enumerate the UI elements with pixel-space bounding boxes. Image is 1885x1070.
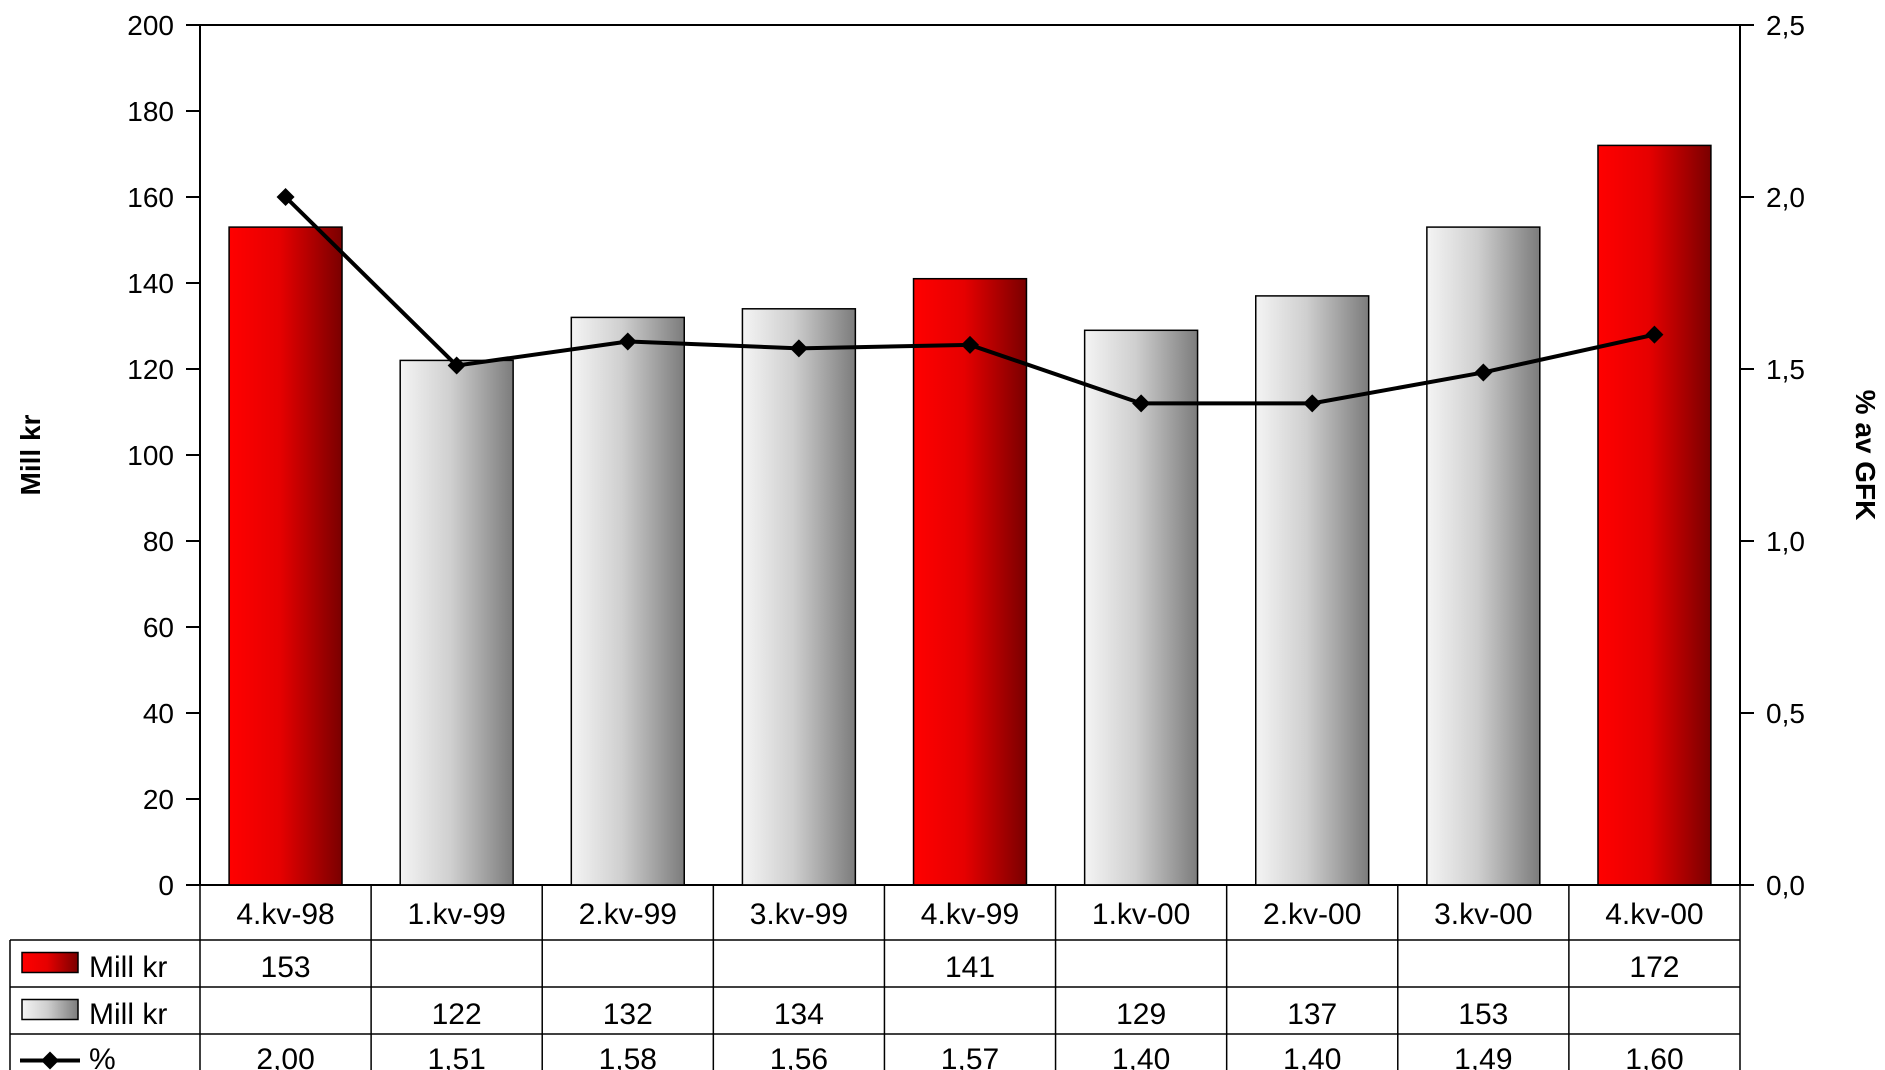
left-tick-label-8: 160: [127, 182, 174, 213]
bar-gray-6: [1255, 295, 1370, 886]
category-label-2: 2.kv-99: [579, 898, 677, 931]
table-value-2-8: 1,60: [1625, 1043, 1683, 1070]
right-tick-label-2: 1,0: [1766, 526, 1805, 557]
table-value-2-2: 1,58: [599, 1043, 657, 1070]
bar-gray-2: [570, 316, 685, 886]
left-tick-label-9: 180: [127, 96, 174, 127]
category-label-0: 4.kv-98: [236, 898, 334, 931]
left-tick-label-2: 40: [143, 698, 174, 729]
category-label-1: 1.kv-99: [407, 898, 505, 931]
category-label-7: 3.kv-00: [1434, 898, 1532, 931]
table-value-2-0: 2,00: [256, 1043, 314, 1070]
category-label-3: 3.kv-99: [750, 898, 848, 931]
percent-point-5: [1132, 394, 1151, 413]
right-tick-label-1: 0,5: [1766, 698, 1805, 729]
left-tick-label-1: 20: [143, 784, 174, 815]
left-tick-label-3: 60: [143, 612, 174, 643]
legend-swatch-0: [21, 951, 79, 974]
percent-point-8: [1645, 325, 1664, 344]
left-tick-label-0: 0: [158, 870, 174, 901]
y2-axis-title: % av GFK: [1850, 390, 1881, 521]
table-value-2-5: 1,40: [1112, 1043, 1170, 1070]
right-tick-label-3: 1,5: [1766, 354, 1805, 385]
left-tick-label-10: 200: [127, 10, 174, 41]
bar-red-0: [228, 226, 343, 886]
y-axis-title: Mill kr: [15, 414, 46, 495]
right-axis: 0,0 0,5 1,0 1,5 2,0 2,5: [1740, 10, 1805, 901]
legend-label-1: Mill kr: [89, 998, 167, 1031]
right-tick-label-5: 2,5: [1766, 10, 1805, 41]
percent-point-1: [447, 356, 466, 375]
bar-gray-3: [741, 308, 857, 886]
percent-point-2: [618, 332, 637, 351]
left-tick-label-7: 140: [127, 268, 174, 299]
percent-point-6: [1303, 394, 1322, 413]
left-axis: 0 20 40 60 80 100 120 140 160 180 200: [127, 10, 200, 901]
bar-gray-1: [399, 359, 514, 886]
category-label-8: 4.kv-00: [1605, 898, 1703, 931]
legend-swatch-1: [21, 998, 79, 1021]
left-tick-label-6: 120: [127, 354, 174, 385]
table-value-0-4: 141: [945, 951, 995, 984]
table-value-2-6: 1,40: [1283, 1043, 1341, 1070]
category-label-5: 1.kv-00: [1092, 898, 1190, 931]
percent-point-7: [1474, 363, 1493, 382]
percent-point-4: [961, 335, 979, 354]
percent-line-layer: [276, 188, 1664, 413]
table-value-1-5: 129: [1116, 998, 1166, 1031]
table-value-0-0: 153: [261, 951, 311, 984]
right-tick-label-4: 2,0: [1766, 182, 1805, 213]
bar-red-4: [912, 277, 1028, 886]
table-value-2-3: 1,56: [770, 1043, 828, 1070]
bars-layer: [228, 144, 1712, 886]
legend-label-2: %: [89, 1043, 116, 1070]
legend-label-0: Mill kr: [89, 951, 167, 984]
data-table: 4.kv-98 1.kv-99 2.kv-99 3.kv-99 4.kv-99 1.kv-…: [9, 884, 1741, 1070]
table-value-1-1: 122: [432, 998, 482, 1031]
table-value-1-6: 137: [1287, 998, 1337, 1031]
table-value-1-2: 132: [603, 998, 653, 1031]
table-value-1-7: 153: [1458, 998, 1508, 1031]
category-label-4: 4.kv-99: [921, 898, 1019, 931]
table-value-2-7: 1,49: [1454, 1043, 1512, 1070]
percent-point-3: [789, 339, 808, 358]
table-value-2-4: 1,57: [941, 1043, 999, 1070]
bar-gray-5: [1083, 329, 1199, 886]
left-tick-label-4: 80: [143, 526, 174, 557]
bar-gray-7: [1426, 226, 1541, 886]
legend-line-marker: [41, 1051, 59, 1070]
left-tick-label-5: 100: [127, 440, 174, 471]
category-label-6: 2.kv-00: [1263, 898, 1361, 931]
bar-red-8: [1597, 144, 1712, 886]
percent-point-0: [276, 188, 295, 206]
right-tick-label-0: 0,0: [1766, 870, 1805, 901]
table-value-2-1: 1,51: [427, 1043, 485, 1070]
table-value-1-3: 134: [774, 998, 824, 1031]
table-value-0-8: 172: [1629, 951, 1679, 984]
